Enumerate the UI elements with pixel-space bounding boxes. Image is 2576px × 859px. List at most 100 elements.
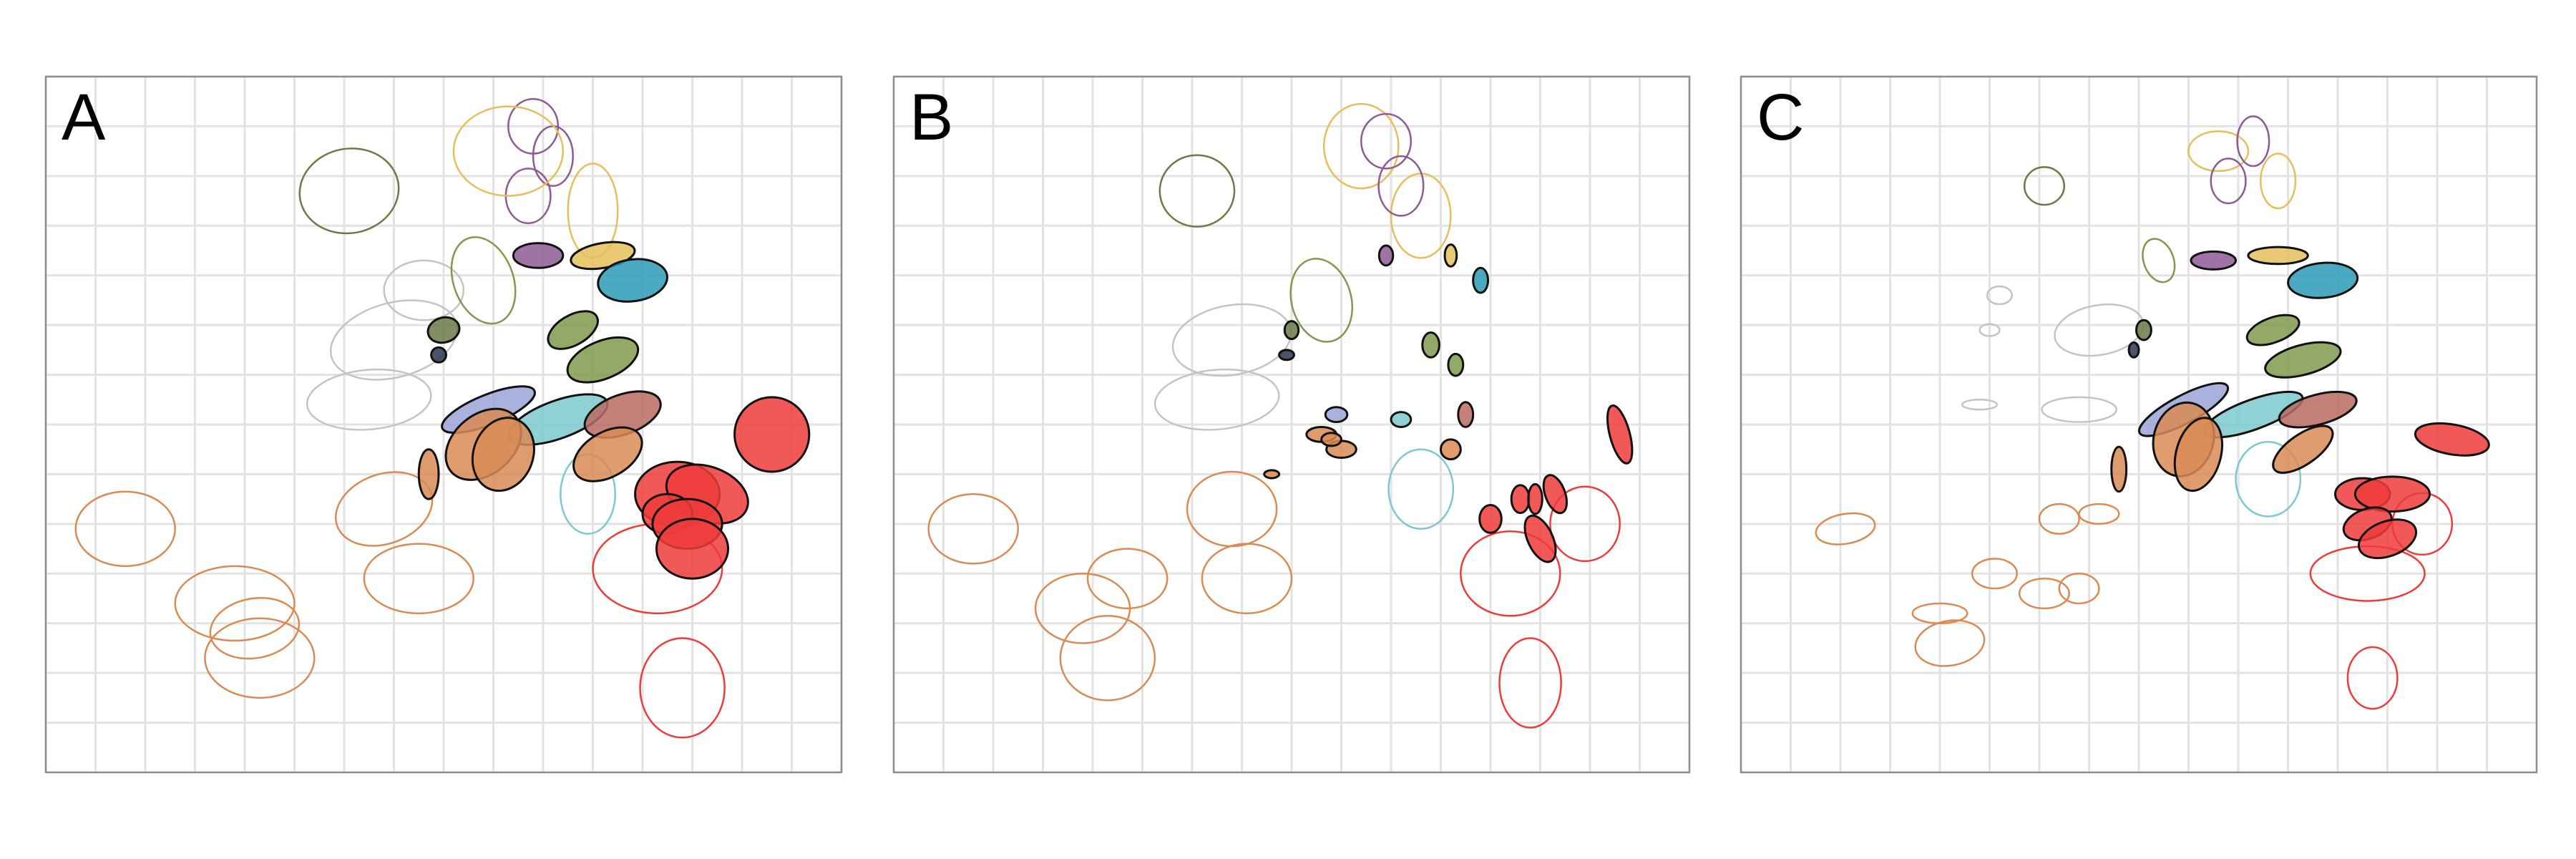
data-ellipse-outline — [1186, 470, 1278, 548]
data-ellipse-outline — [2041, 396, 2117, 423]
grid — [892, 75, 1691, 774]
marks — [1815, 115, 2490, 710]
data-ellipse-filled — [2135, 319, 2152, 341]
data-ellipse-outline — [1086, 548, 1169, 610]
data-ellipse-filled — [2245, 314, 2301, 346]
data-ellipse-filled — [1421, 331, 1440, 359]
data-ellipse-outline — [174, 565, 296, 642]
data-ellipse-filled — [1283, 320, 1300, 341]
data-ellipse-filled — [1443, 243, 1458, 268]
data-ellipse-outline — [2187, 130, 2250, 173]
data-ellipse-outline — [450, 236, 517, 325]
data-ellipse-outline — [1460, 530, 1561, 617]
data-ellipse-filled — [2353, 475, 2431, 513]
data-ellipse-outline — [2236, 115, 2270, 168]
data-ellipse-outline — [1387, 448, 1455, 530]
data-ellipse-filled — [2173, 417, 2223, 492]
data-ellipse-filled — [655, 518, 730, 580]
data-ellipse-filled — [2287, 261, 2359, 299]
data-ellipse-outline — [1815, 512, 1876, 545]
panel-frame — [892, 75, 1691, 774]
panel-label: C — [1757, 81, 1804, 154]
data-ellipse-outline — [74, 490, 176, 568]
data-ellipse-filled — [417, 448, 440, 500]
data-ellipse-outline — [1979, 323, 2001, 337]
data-ellipse-outline — [2260, 152, 2297, 210]
data-ellipse-filled — [547, 310, 599, 350]
data-ellipse-filled — [1320, 432, 1342, 447]
data-ellipse-filled — [1324, 406, 1349, 424]
data-ellipse-filled — [733, 396, 811, 473]
data-ellipse-outline — [2346, 646, 2399, 710]
data-ellipse-filled — [512, 242, 565, 269]
data-ellipse-filled — [426, 316, 461, 344]
data-ellipse-filled — [1523, 514, 1557, 563]
data-ellipse-filled — [1542, 474, 1568, 515]
chart-panel: C — [1740, 75, 2538, 774]
panel-frame — [1740, 75, 2538, 774]
data-ellipse-filled — [566, 336, 640, 384]
data-ellipse-filled — [2110, 445, 2128, 493]
data-ellipse-filled — [1457, 401, 1475, 428]
data-ellipse-outline — [1171, 303, 1292, 377]
panel-label: B — [909, 81, 953, 154]
data-ellipse-outline — [2210, 157, 2247, 205]
data-ellipse-filled — [2357, 518, 2418, 560]
data-ellipse-outline — [2023, 166, 2065, 206]
data-ellipse-outline — [383, 259, 465, 321]
data-ellipse-filled — [1510, 484, 1531, 515]
data-ellipse-filled — [2278, 390, 2358, 429]
data-ellipse-outline — [1153, 368, 1280, 431]
data-ellipse-filled — [572, 426, 643, 482]
data-ellipse-filled — [2190, 250, 2238, 271]
data-ellipse-outline — [1971, 558, 2018, 590]
data-ellipse-outline — [1201, 543, 1293, 615]
data-ellipse-outline — [2058, 573, 2100, 605]
chart-panel: B — [892, 75, 1691, 774]
data-ellipse-outline — [1986, 285, 2014, 306]
data-ellipse-filled — [1527, 482, 1543, 515]
data-ellipse-outline — [1377, 155, 1425, 217]
data-ellipse-outline — [927, 492, 1019, 565]
data-ellipse-filled — [2264, 341, 2342, 379]
data-ellipse-outline — [1289, 258, 1354, 343]
data-ellipse-outline — [306, 368, 432, 431]
data-ellipse-filled — [2127, 341, 2140, 359]
data-ellipse-filled — [2272, 424, 2334, 474]
data-ellipse-filled — [597, 258, 668, 303]
data-ellipse-outline — [363, 543, 474, 615]
data-ellipse-outline — [1360, 112, 1413, 170]
data-ellipse-filled — [471, 417, 535, 492]
data-ellipse-outline — [1549, 485, 1621, 563]
data-ellipse-outline — [204, 617, 316, 699]
data-ellipse-outline — [1498, 637, 1562, 729]
data-ellipse-filled — [1377, 244, 1395, 267]
data-ellipse-filled — [1390, 411, 1413, 428]
grid — [1740, 75, 2538, 774]
data-ellipse-filled — [1263, 469, 1281, 480]
data-ellipse-filled — [1478, 503, 1503, 534]
data-ellipse-outline — [639, 637, 726, 739]
panel-frame — [44, 75, 843, 774]
chart-panel: A — [44, 75, 843, 774]
data-ellipse-filled — [1447, 352, 1465, 377]
data-ellipse-outline — [452, 105, 565, 197]
data-ellipse-outline — [2018, 577, 2070, 610]
data-ellipse-outline — [1034, 573, 1131, 644]
data-ellipse-filled — [2414, 422, 2490, 457]
data-ellipse-filled — [430, 346, 447, 364]
data-ellipse-outline — [209, 596, 301, 660]
data-ellipse-outline — [2078, 503, 2120, 525]
data-ellipse-outline — [1059, 615, 1156, 702]
data-ellipse-filled — [1440, 438, 1462, 461]
data-ellipse-filled — [1472, 266, 1490, 294]
marks — [74, 97, 811, 739]
data-ellipse-outline — [1961, 399, 1999, 411]
data-ellipse-outline — [1158, 154, 1236, 228]
data-ellipse-outline — [298, 147, 400, 235]
panel-label: A — [62, 81, 106, 154]
data-ellipse-outline — [2235, 441, 2302, 518]
data-ellipse-filled — [2247, 246, 2309, 266]
